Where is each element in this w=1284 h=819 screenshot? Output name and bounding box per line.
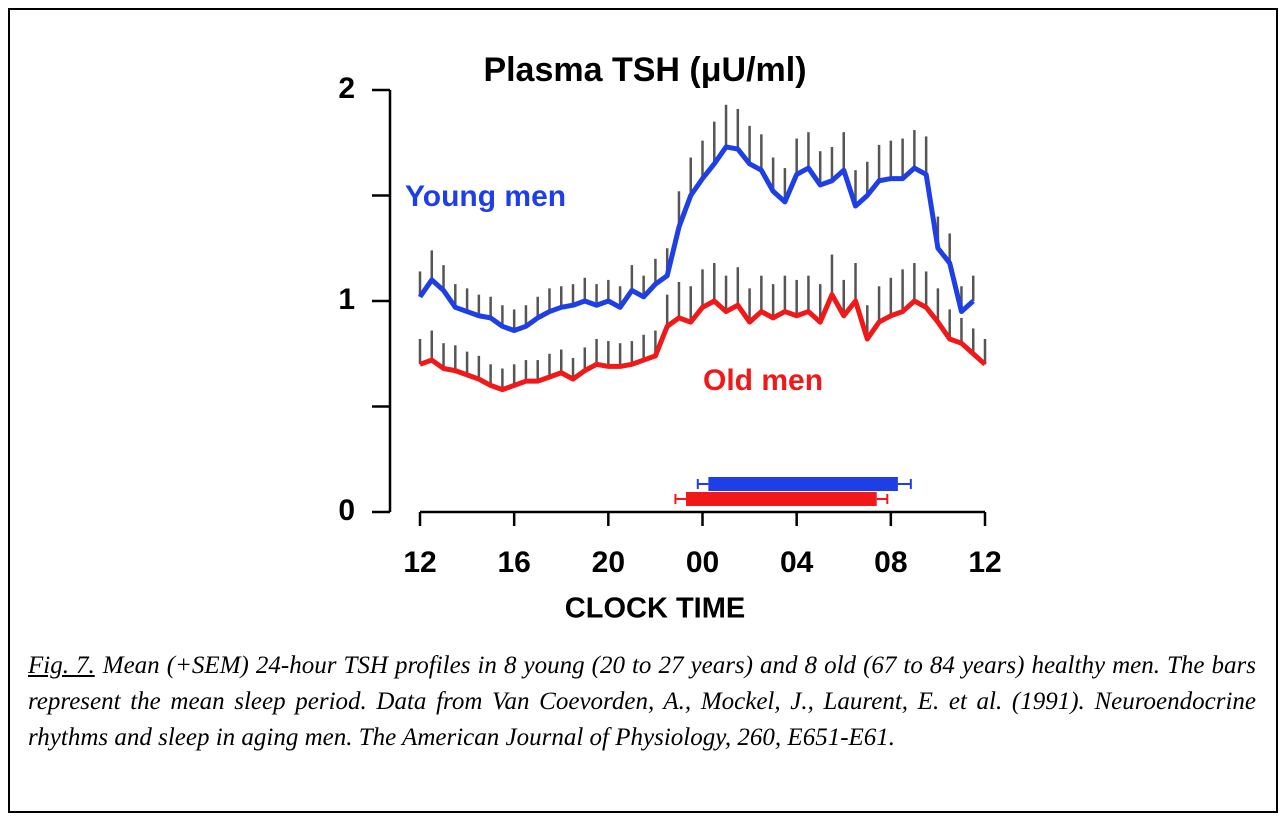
x-tick-label: 00 bbox=[686, 546, 719, 579]
caption-label: Fig. 7. bbox=[28, 652, 95, 679]
sleep-bar bbox=[708, 477, 898, 491]
y-tick-label: 0 bbox=[338, 494, 355, 527]
chart-title: Plasma TSH (μU/ml) bbox=[483, 51, 806, 89]
series-line bbox=[417, 144, 975, 334]
x-tick-label: 16 bbox=[497, 546, 530, 579]
series-label: Young men bbox=[405, 180, 566, 213]
series-line bbox=[419, 292, 987, 393]
sleep-bar bbox=[686, 492, 877, 506]
x-tick-label: 04 bbox=[780, 546, 814, 579]
x-tick-label: 12 bbox=[403, 546, 436, 579]
y-tick-label: 1 bbox=[338, 283, 355, 316]
x-tick-label: 20 bbox=[592, 546, 625, 579]
caption-text: Mean (+SEM) 24-hour TSH profiles in 8 yo… bbox=[28, 652, 1257, 751]
y-tick-label: 2 bbox=[338, 72, 355, 105]
x-axis-label: CLOCK TIME bbox=[565, 593, 745, 625]
frame bbox=[8, 8, 1278, 813]
x-tick-label: 12 bbox=[968, 546, 1001, 579]
series-label: Old men bbox=[703, 364, 823, 397]
caption: Fig. 7. Mean (+SEM) 24-hour TSH profiles … bbox=[28, 648, 1256, 756]
x-tick-label: 08 bbox=[874, 546, 907, 579]
